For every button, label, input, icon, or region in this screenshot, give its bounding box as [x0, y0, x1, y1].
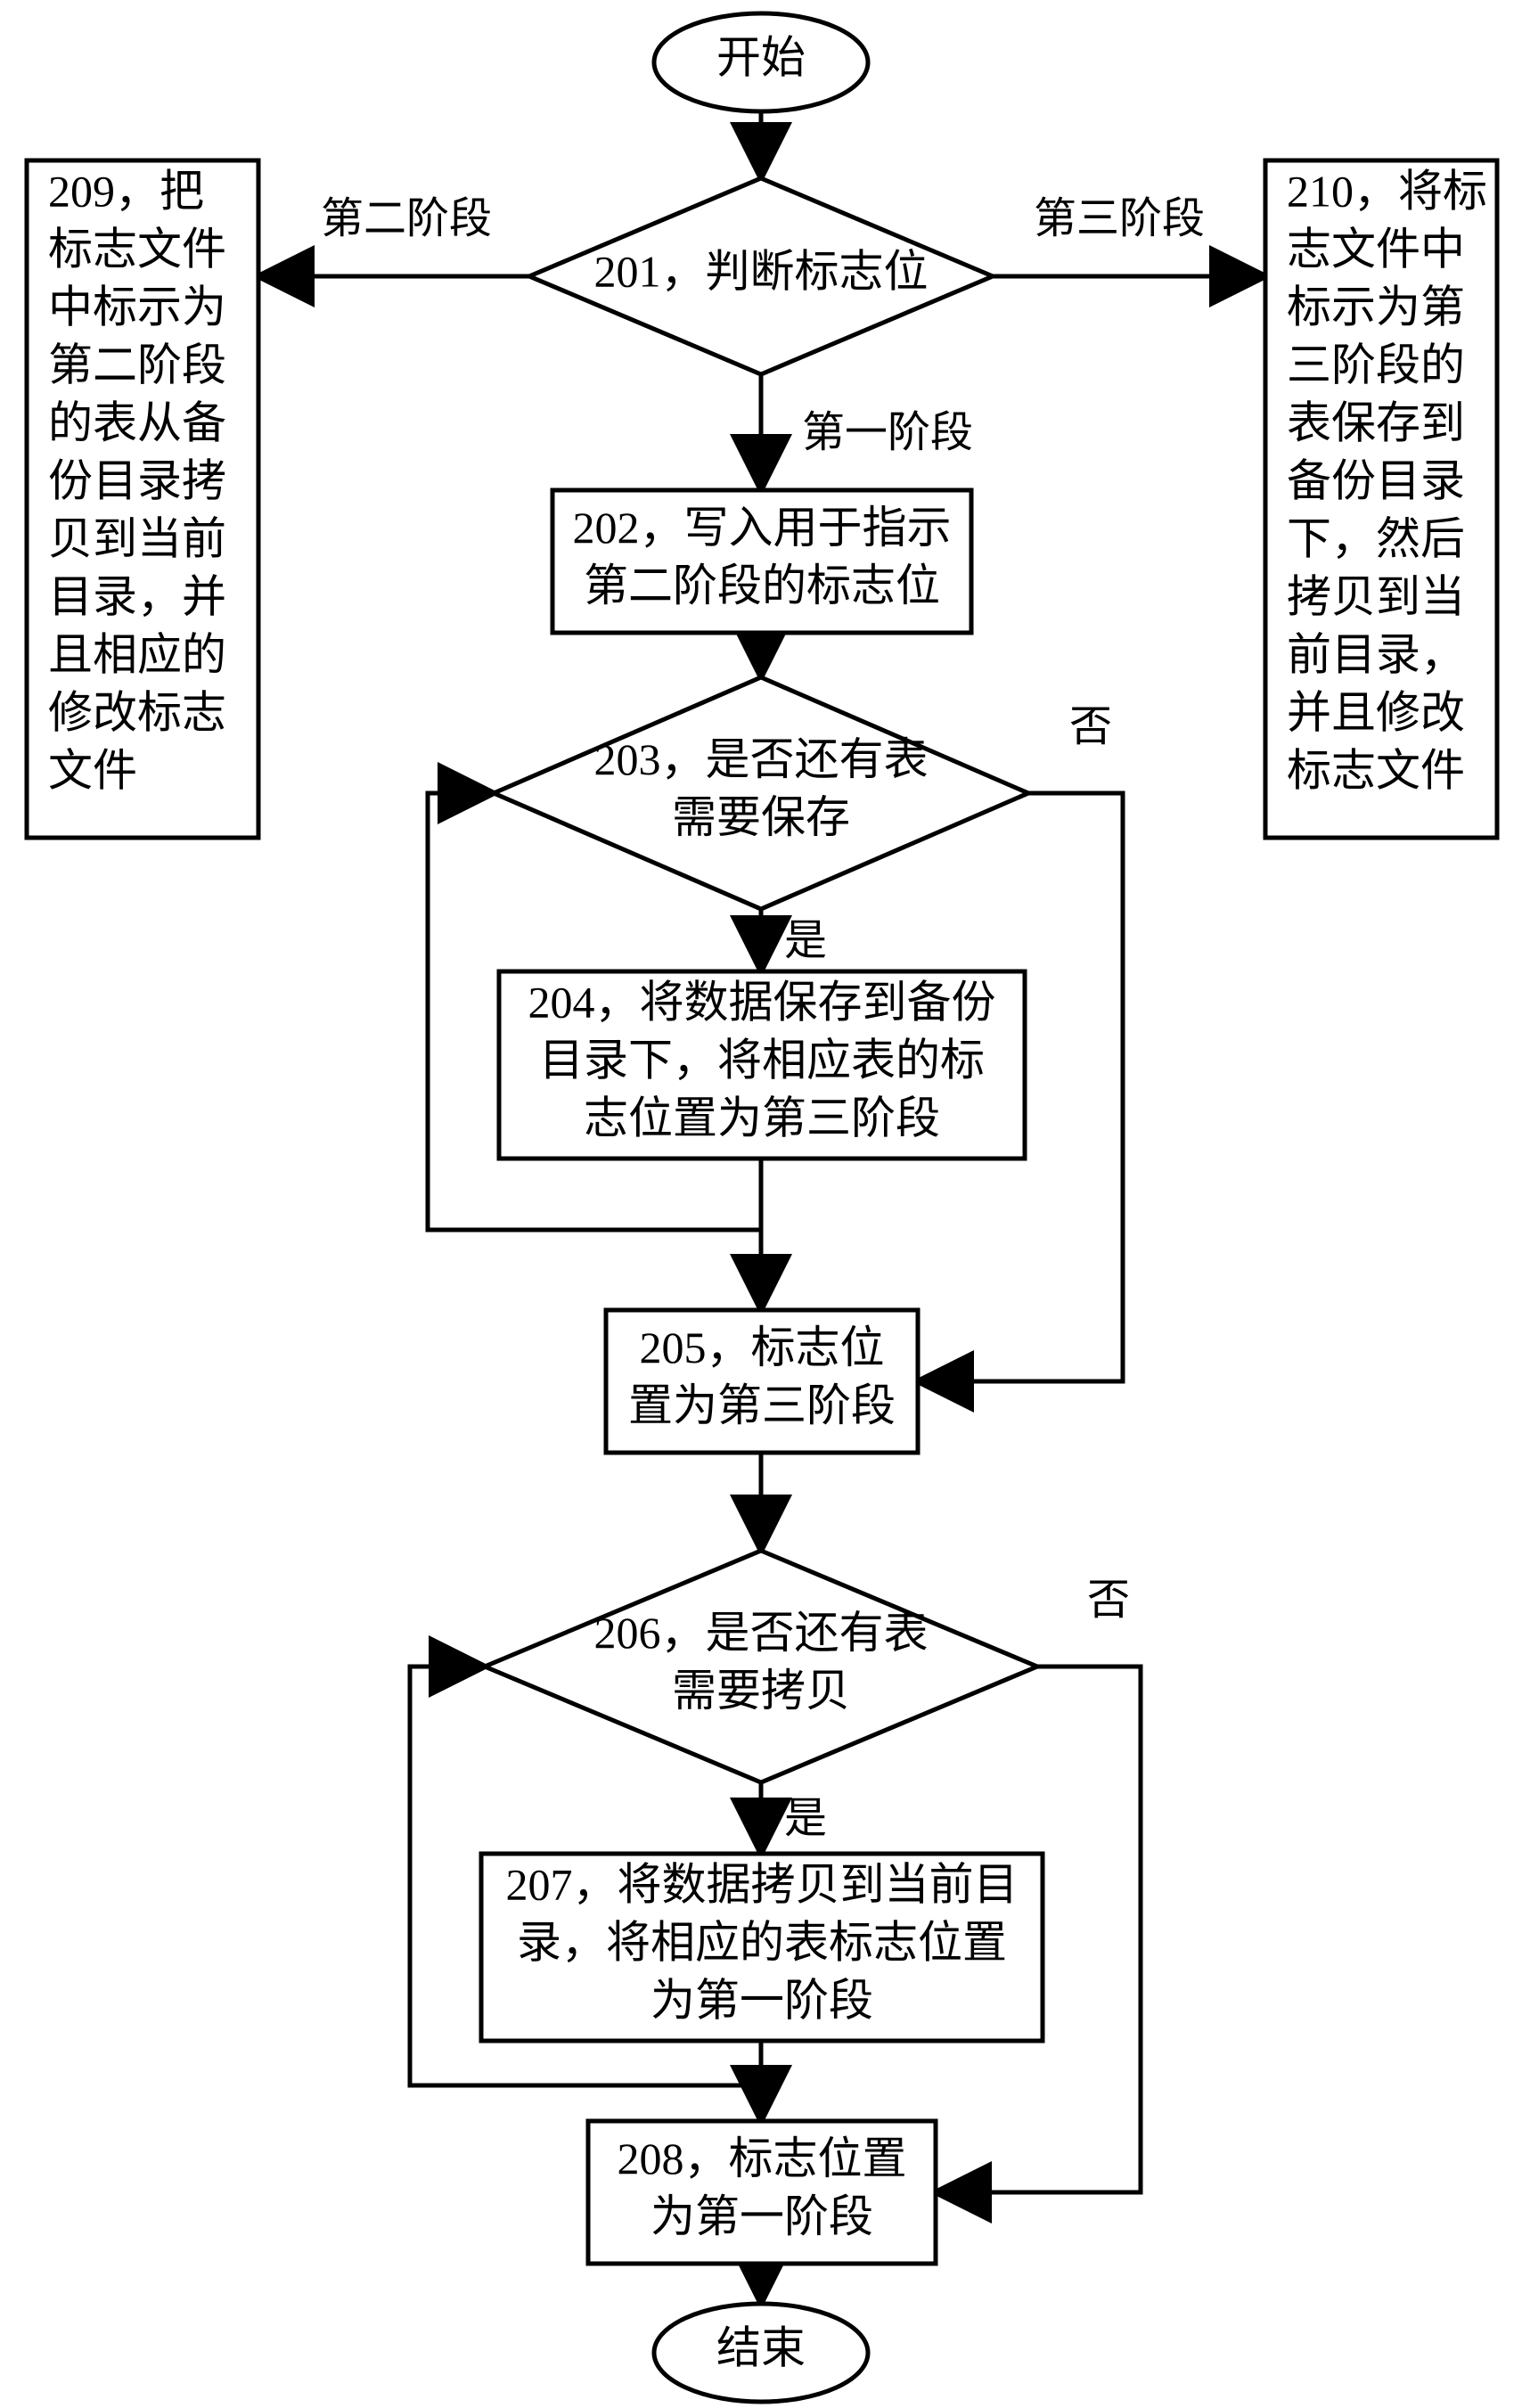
svg-text:备份目录: 备份目录 — [1287, 455, 1465, 505]
svg-text:录，将相应的表标志位置: 录，将相应的表标志位置 — [517, 1917, 1007, 1967]
svg-text:下，然后: 下，然后 — [1287, 513, 1465, 563]
svg-text:标志文件: 标志文件 — [1287, 745, 1465, 795]
svg-text:文件: 文件 — [48, 745, 137, 795]
svg-text:208，标志位置: 208，标志位置 — [618, 2134, 907, 2183]
svg-text:并且修改: 并且修改 — [1287, 687, 1465, 737]
svg-text:标志文件: 标志文件 — [48, 224, 226, 274]
svg-text:且相应的: 且相应的 — [48, 629, 226, 679]
svg-text:目录下，将相应表的标: 目录下，将相应表的标 — [539, 1035, 985, 1085]
edge-label: 第二阶段 — [321, 195, 492, 242]
edge-label: 第三阶段 — [1034, 195, 1205, 242]
svg-text:修改标志: 修改标志 — [48, 687, 226, 737]
svg-text:为第一阶段: 为第一阶段 — [651, 1975, 873, 2025]
edge-label: 是 — [784, 1795, 827, 1842]
svg-text:贝到当前: 贝到当前 — [48, 513, 226, 563]
svg-text:表保存到: 表保存到 — [1287, 397, 1465, 447]
svg-text:需要拷贝: 需要拷贝 — [672, 1666, 850, 1716]
svg-text:中标示为: 中标示为 — [48, 282, 226, 332]
svg-text:目录，并: 目录，并 — [48, 571, 226, 621]
svg-text:置为第三阶段: 置为第三阶段 — [628, 1380, 896, 1430]
svg-text:开始: 开始 — [716, 32, 806, 82]
svg-text:需要保存: 需要保存 — [672, 792, 850, 842]
edge-label: 是 — [784, 917, 827, 964]
svg-text:志位置为第三阶段: 志位置为第三阶段 — [584, 1093, 940, 1143]
svg-text:的表从备: 的表从备 — [48, 397, 226, 447]
svg-text:为第一阶段: 为第一阶段 — [651, 2191, 873, 2241]
svg-text:结束: 结束 — [716, 2322, 806, 2372]
svg-text:206，是否还有表: 206，是否还有表 — [594, 1608, 929, 1658]
svg-text:三阶段的: 三阶段的 — [1287, 340, 1465, 389]
svg-text:第二阶段的标志位: 第二阶段的标志位 — [584, 561, 940, 610]
edge-label: 否 — [1087, 1577, 1130, 1624]
svg-text:210，将标: 210，将标 — [1287, 166, 1487, 216]
svg-text:203，是否还有表: 203，是否还有表 — [594, 734, 929, 784]
edge-label: 否 — [1069, 703, 1112, 750]
svg-text:207，将数据拷贝到当前目: 207，将数据拷贝到当前目 — [506, 1859, 1019, 1909]
svg-text:201，判断标志位: 201，判断标志位 — [594, 246, 929, 296]
svg-text:拷贝到当: 拷贝到当 — [1287, 571, 1465, 621]
svg-text:209，把: 209，把 — [48, 166, 204, 216]
svg-text:第二阶段: 第二阶段 — [48, 340, 226, 389]
svg-text:志文件中: 志文件中 — [1287, 224, 1465, 274]
svg-text:205，标志位: 205，标志位 — [640, 1323, 885, 1372]
svg-text:前目录，: 前目录， — [1287, 629, 1465, 679]
edge-label: 第一阶段 — [802, 409, 973, 456]
svg-text:202，写入用于指示: 202，写入用于指示 — [573, 503, 952, 553]
svg-text:标示为第: 标示为第 — [1287, 282, 1465, 332]
svg-text:204，将数据保存到备份: 204，将数据保存到备份 — [528, 977, 996, 1027]
svg-text:份目录拷: 份目录拷 — [48, 455, 226, 505]
flowchart-canvas: 开始结束 201，判断标志位 203，是否还有表需要保存 206，是否还有表需要拷贝 2… — [0, 0, 1522, 2408]
